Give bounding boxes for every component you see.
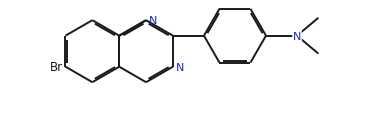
Text: N: N: [176, 62, 184, 72]
Text: N: N: [293, 31, 301, 41]
Text: Br: Br: [50, 61, 63, 74]
Text: N: N: [149, 16, 157, 26]
